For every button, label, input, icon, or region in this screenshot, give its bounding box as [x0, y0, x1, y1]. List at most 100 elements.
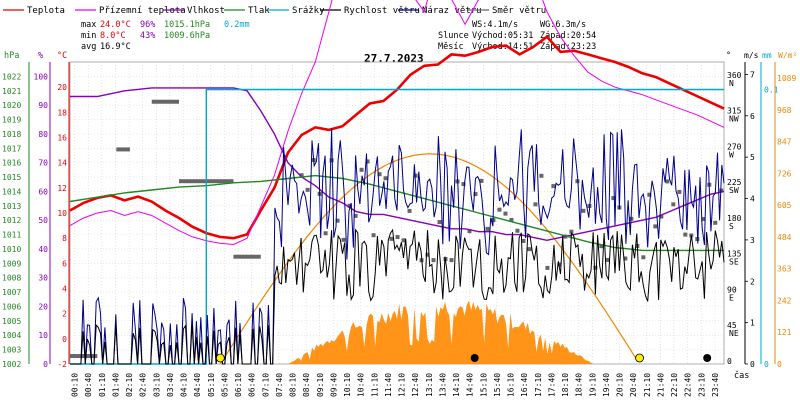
- wind-tick-label: 2: [750, 277, 755, 286]
- stats-max-hum: 96%: [140, 20, 155, 30]
- series-line-vlhkost: [70, 87, 725, 242]
- axis-humidity-unit: %: [38, 51, 43, 61]
- x-tick-label: 00:40: [84, 373, 93, 397]
- stats-min-label: min: [81, 31, 96, 41]
- x-tick-label: 10:40: [357, 373, 366, 397]
- wind-direction-point: [605, 257, 610, 262]
- wind-direction-point: [353, 213, 358, 218]
- wind-direction-point: [509, 217, 514, 222]
- direction-tick-label: 315: [727, 107, 742, 116]
- x-tick-label: 19:40: [602, 373, 611, 397]
- wind-direction-point: [365, 159, 370, 164]
- axis-temp-unit: °C: [57, 51, 67, 61]
- series-line-p-zemn-teplota: [69, 0, 725, 246]
- axis-time-unit: čas: [734, 370, 749, 381]
- x-tick-label: 07:10: [261, 373, 270, 397]
- hpa-tick-label: 1006: [2, 302, 21, 311]
- x-tick-label: 23:10: [697, 373, 706, 397]
- x-tick-label: 04:10: [180, 373, 189, 397]
- wind-direction-point: [329, 158, 334, 163]
- legend-label-smer-vetru: Směr větru: [492, 6, 546, 16]
- radiation-tick-label: 1089: [777, 74, 796, 83]
- sun-moon-markers: [215, 353, 712, 363]
- direction-tick-label: 90: [727, 285, 737, 294]
- temp-tick-label: 14: [57, 159, 67, 168]
- humidity-tick-label: 90: [38, 101, 48, 110]
- x-tick-label: 08:10: [289, 373, 298, 397]
- radiation-tick-label: 0: [777, 360, 782, 369]
- wind-direction-point: [551, 184, 556, 189]
- x-tick-label: 08:40: [302, 373, 311, 397]
- wind-tick-label: 1: [750, 319, 755, 328]
- wind-direction-point: [527, 247, 532, 252]
- sun-set: Západ:20:54: [540, 31, 596, 41]
- x-tick-label: 12:40: [411, 373, 420, 397]
- axis-temperature: -2 0 2 4 6 8 10 12 14 16 18 20: [57, 62, 70, 369]
- wind-direction-bar: [151, 99, 179, 104]
- humidity-tick-label: 50: [38, 216, 48, 225]
- hpa-tick-label: 1013: [2, 202, 21, 211]
- wind-direction-point: [389, 236, 394, 241]
- wind-direction-bar: [233, 254, 261, 259]
- x-tick-label: 06:40: [248, 373, 257, 397]
- hpa-tick-label: 1010: [2, 245, 21, 254]
- wind-direction-point: [497, 207, 502, 212]
- hpa-tick-label: 1005: [2, 317, 21, 326]
- direction-compass-label: NW: [729, 115, 739, 124]
- hpa-tick-label: 1019: [2, 116, 21, 125]
- axis-direction-unit: °: [726, 51, 731, 61]
- wind-direction-point: [401, 238, 406, 243]
- x-tick-label: 12:10: [398, 373, 407, 397]
- x-tick-label: 20:40: [629, 373, 638, 397]
- wind-direction-point: [437, 220, 442, 225]
- wind-tick-label: 7: [750, 70, 755, 79]
- temp-tick-label: 16: [57, 134, 67, 143]
- wind-direction-point: [461, 182, 466, 187]
- radiation-tick-label: 242: [777, 296, 792, 305]
- wind-direction-point: [683, 232, 688, 237]
- series-lines: [69, 0, 725, 365]
- axis-hpa-unit: hPa: [4, 51, 19, 61]
- hpa-tick-label: 1017: [2, 144, 21, 153]
- x-tick-label: 01:40: [111, 373, 120, 397]
- direction-tick-label: 270: [727, 142, 742, 151]
- temp-tick-label: -2: [57, 360, 67, 369]
- wind-direction-point: [473, 192, 478, 197]
- direction-tick-label: 0: [727, 357, 732, 366]
- legend-label-vlhkost: Vlhkost: [187, 6, 225, 16]
- wind-direction-point: [335, 218, 340, 223]
- sun-arc: [219, 153, 638, 365]
- series-line-sr-ky: [70, 88, 724, 365]
- radiation-tick-label: 363: [777, 265, 792, 274]
- x-tick-label: 19:10: [588, 373, 597, 397]
- x-tick-label: 16:40: [520, 373, 529, 397]
- humidity-tick-label: 10: [38, 331, 48, 340]
- wind-direction-point: [359, 167, 364, 172]
- moonset-marker: [703, 354, 712, 362]
- wind-direction-point: [539, 173, 544, 178]
- wind-direction-point: [299, 173, 304, 178]
- wind-tick-label: 5: [750, 153, 755, 162]
- wind-tick-label: 0: [750, 360, 755, 369]
- x-tick-label: 13:10: [425, 373, 434, 397]
- moonrise-marker: [470, 354, 479, 362]
- stats-block: max 24.0°C 96% 1015.1hPa 0.2mm min 8.0°C…: [81, 20, 250, 52]
- wind-gust-info: WG:6.3m/s: [540, 20, 586, 30]
- wind-direction-point: [647, 192, 652, 197]
- wind-tick-label: 3: [750, 236, 755, 245]
- x-tick-label: 14:40: [466, 373, 475, 397]
- x-tick-label: 11:40: [384, 373, 393, 397]
- wind-direction-point: [407, 208, 412, 213]
- x-tick-label: 21:10: [643, 373, 652, 397]
- wind-direction-point: [653, 224, 658, 229]
- hpa-tick-label: 1003: [2, 346, 21, 355]
- temp-tick-label: 6: [62, 259, 67, 268]
- legend-label-tlak: Tlak: [248, 6, 270, 16]
- temp-tick-label: 8: [62, 234, 67, 243]
- x-tick-label: 05:10: [207, 373, 216, 397]
- wind-direction-point: [713, 220, 718, 225]
- hpa-tick-label: 1018: [2, 130, 21, 139]
- humidity-tick-label: 20: [38, 302, 48, 311]
- hpa-tick-label: 1021: [2, 87, 21, 96]
